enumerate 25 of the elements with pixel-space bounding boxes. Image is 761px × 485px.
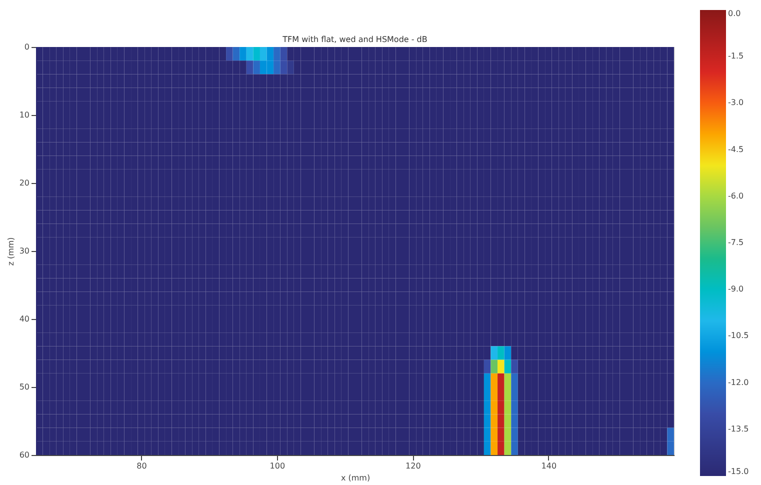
x-tick-label: 120 — [406, 462, 421, 470]
x-tick-label: 140 — [541, 462, 557, 470]
color-bar-label: -15.0 — [728, 467, 749, 476]
x-tick-label: 100 — [270, 462, 286, 470]
y-tick-label: 40 — [19, 314, 30, 324]
color-bar-label: -10.5 — [728, 331, 749, 340]
color-bar-label: -9.0 — [728, 284, 744, 294]
y-tick-label: 30 — [19, 246, 30, 256]
color-bar-label: -7.5 — [728, 238, 744, 247]
color-bar-label: -13.5 — [728, 424, 749, 434]
y-tick-label: 0 — [24, 42, 30, 52]
color-bar-label: -3.0 — [728, 98, 744, 108]
chart-title: TFM with flat, wed and HSMode - dB — [282, 35, 428, 44]
y-tick-label: 20 — [19, 178, 30, 188]
x-axis-title: x (mm) — [340, 474, 370, 482]
y-axis-title: z (mm) — [6, 237, 16, 266]
y-tick-label: 50 — [19, 382, 30, 392]
color-bar-label: -12.0 — [728, 378, 749, 387]
color-bar-label: 0.0 — [728, 9, 741, 18]
color-bar-label: -1.5 — [728, 52, 744, 61]
color-bar-label: -6.0 — [728, 191, 744, 200]
color-bar-label: -4.5 — [728, 144, 744, 154]
x-tick-label: 80 — [136, 462, 147, 470]
y-tick-label: 10 — [19, 110, 30, 120]
y-tick-label: 60 — [19, 450, 30, 460]
